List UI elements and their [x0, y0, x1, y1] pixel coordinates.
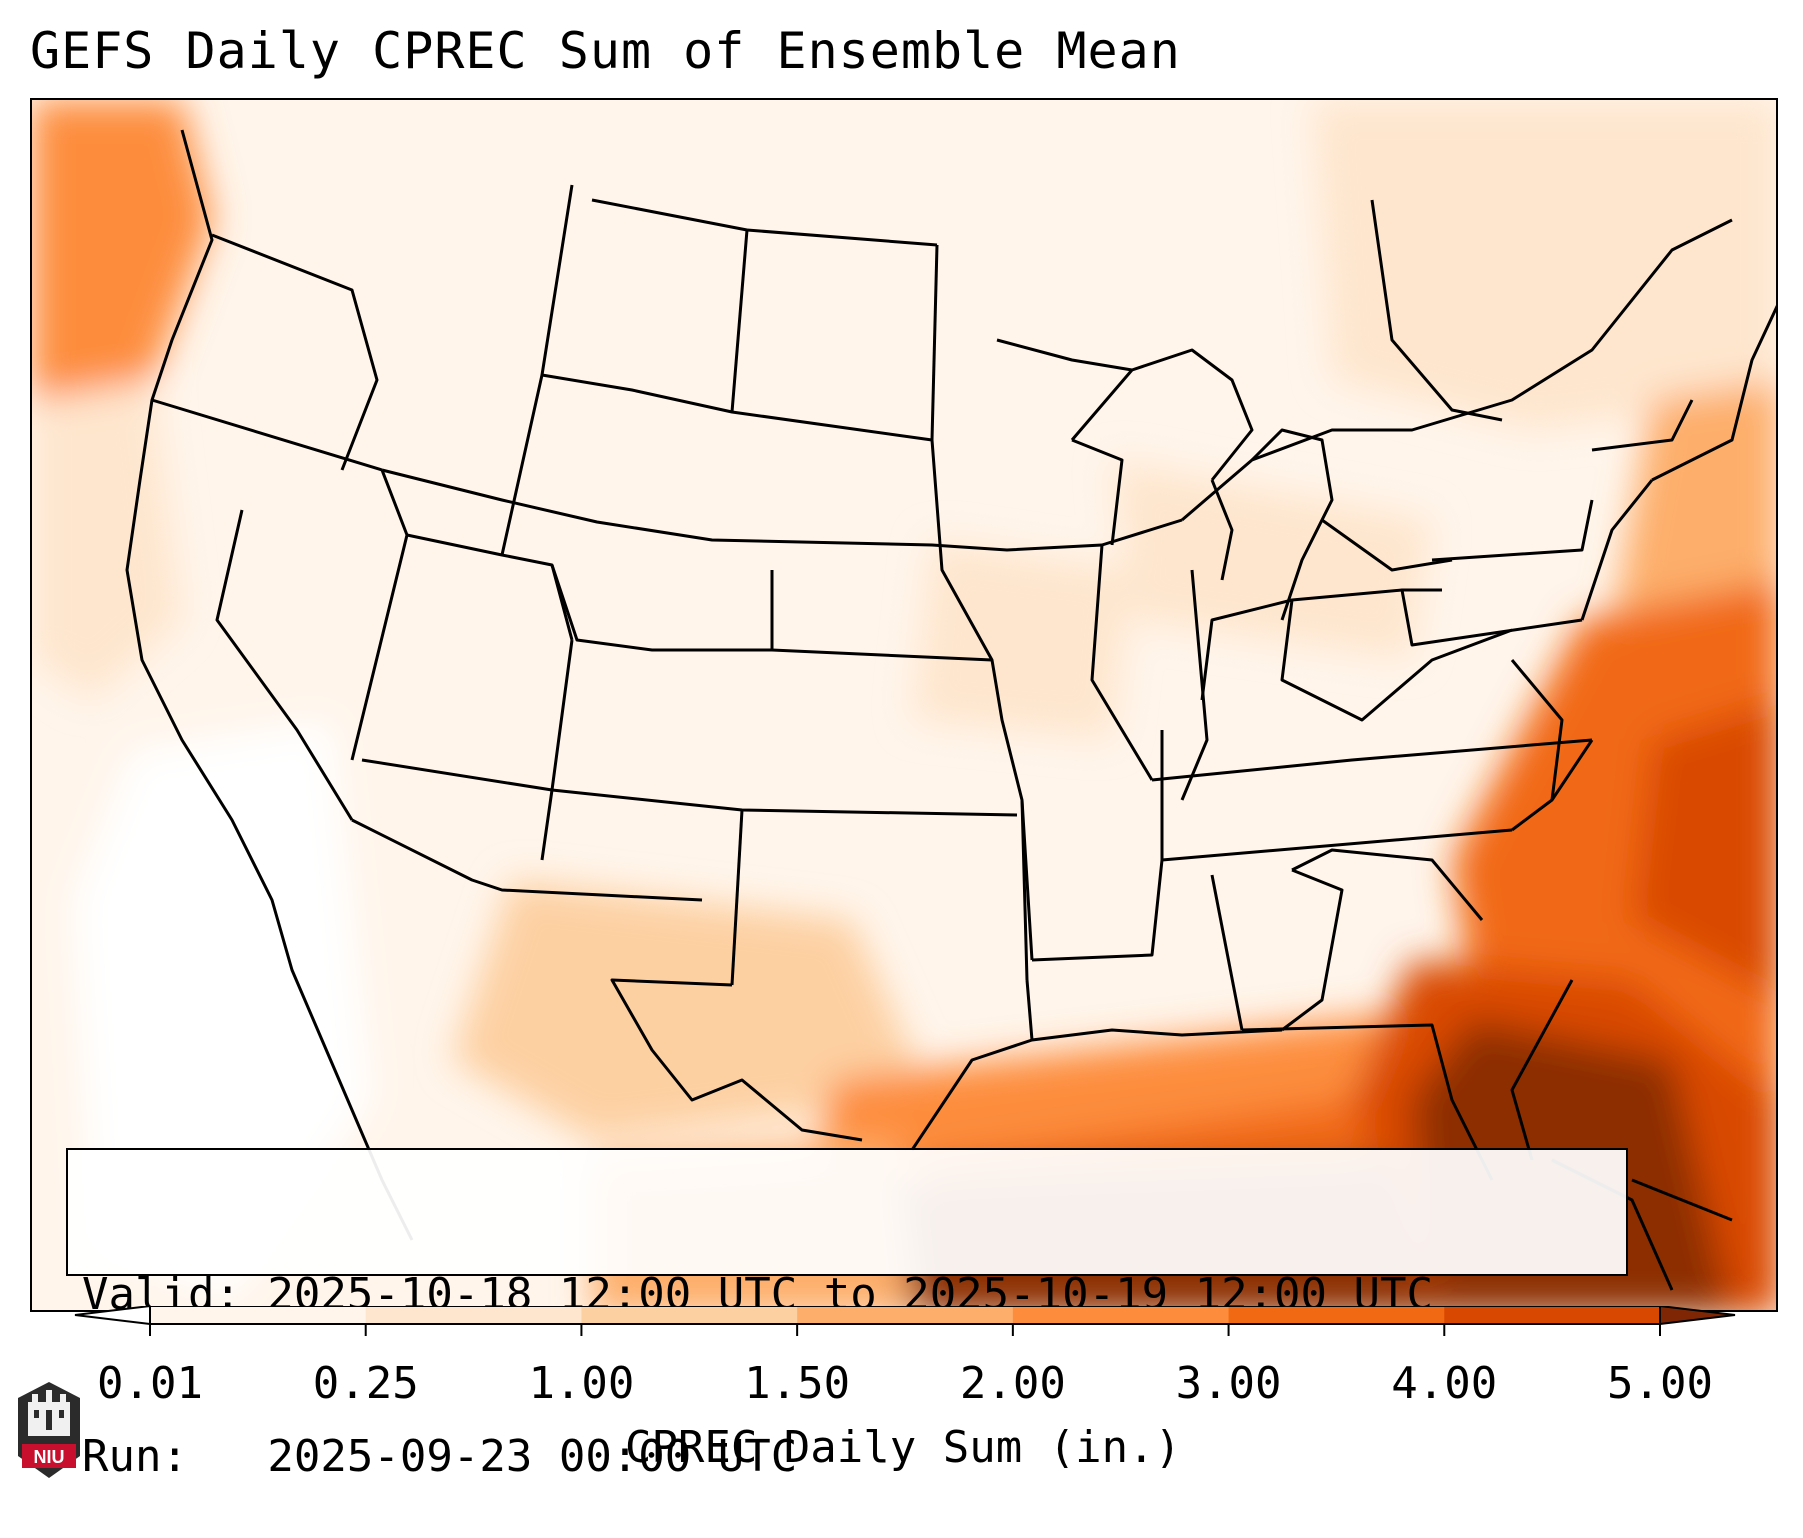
run-time-text: Run: 2025-09-23 00:00 UTC — [82, 1431, 798, 1482]
colorbar-tick-label: 4.00 — [1391, 1358, 1498, 1409]
colorbar — [74, 1306, 1736, 1336]
colorbar-segment — [1444, 1306, 1661, 1324]
colorbar-segment — [797, 1306, 1014, 1324]
colorbar-segment — [150, 1306, 367, 1324]
colorbar-label: CPREC Daily Sum (in.) — [624, 1422, 1182, 1473]
colorbar-segment — [1012, 1306, 1230, 1324]
colorbar-segments — [150, 1306, 1661, 1324]
colorbar-segment — [581, 1306, 798, 1324]
colorbar-segment — [1228, 1306, 1445, 1324]
colorbar-tick-label: 1.00 — [528, 1358, 635, 1409]
map-canvas — [32, 100, 1776, 1310]
pacific-coastline — [125, 129, 414, 1241]
niu-building-logo-icon: NIU — [18, 1382, 80, 1478]
niu-logo-text: NIU — [34, 1447, 65, 1467]
state-boundaries — [125, 129, 1776, 1291]
colorbar-tick-label: 5.00 — [1607, 1358, 1713, 1409]
colorbar-under-extension — [74, 1306, 151, 1326]
or-ca-border — [151, 398, 383, 472]
colorbar-tick-label: 0.01 — [97, 1358, 203, 1409]
precipitation-map — [30, 98, 1778, 1312]
colorbar-segment — [365, 1306, 582, 1324]
colorbar-tick-marks — [149, 1324, 1661, 1336]
colorbar-over-extension — [1659, 1306, 1736, 1326]
colorbar-tick-label: 2.00 — [959, 1358, 1066, 1409]
colorbar-tick-label: 3.00 — [1175, 1358, 1282, 1409]
colorbar-outline — [149, 1306, 1661, 1325]
valid-run-info-box: Valid: 2025-10-18 12:00 UTC to 2025-10-1… — [66, 1148, 1628, 1482]
colorbar-tick-label: 1.50 — [744, 1358, 851, 1409]
map-title: GEFS Daily CPREC Sum of Ensemble Mean — [30, 22, 1181, 80]
colorbar-tick-label: 0.25 — [312, 1358, 419, 1409]
